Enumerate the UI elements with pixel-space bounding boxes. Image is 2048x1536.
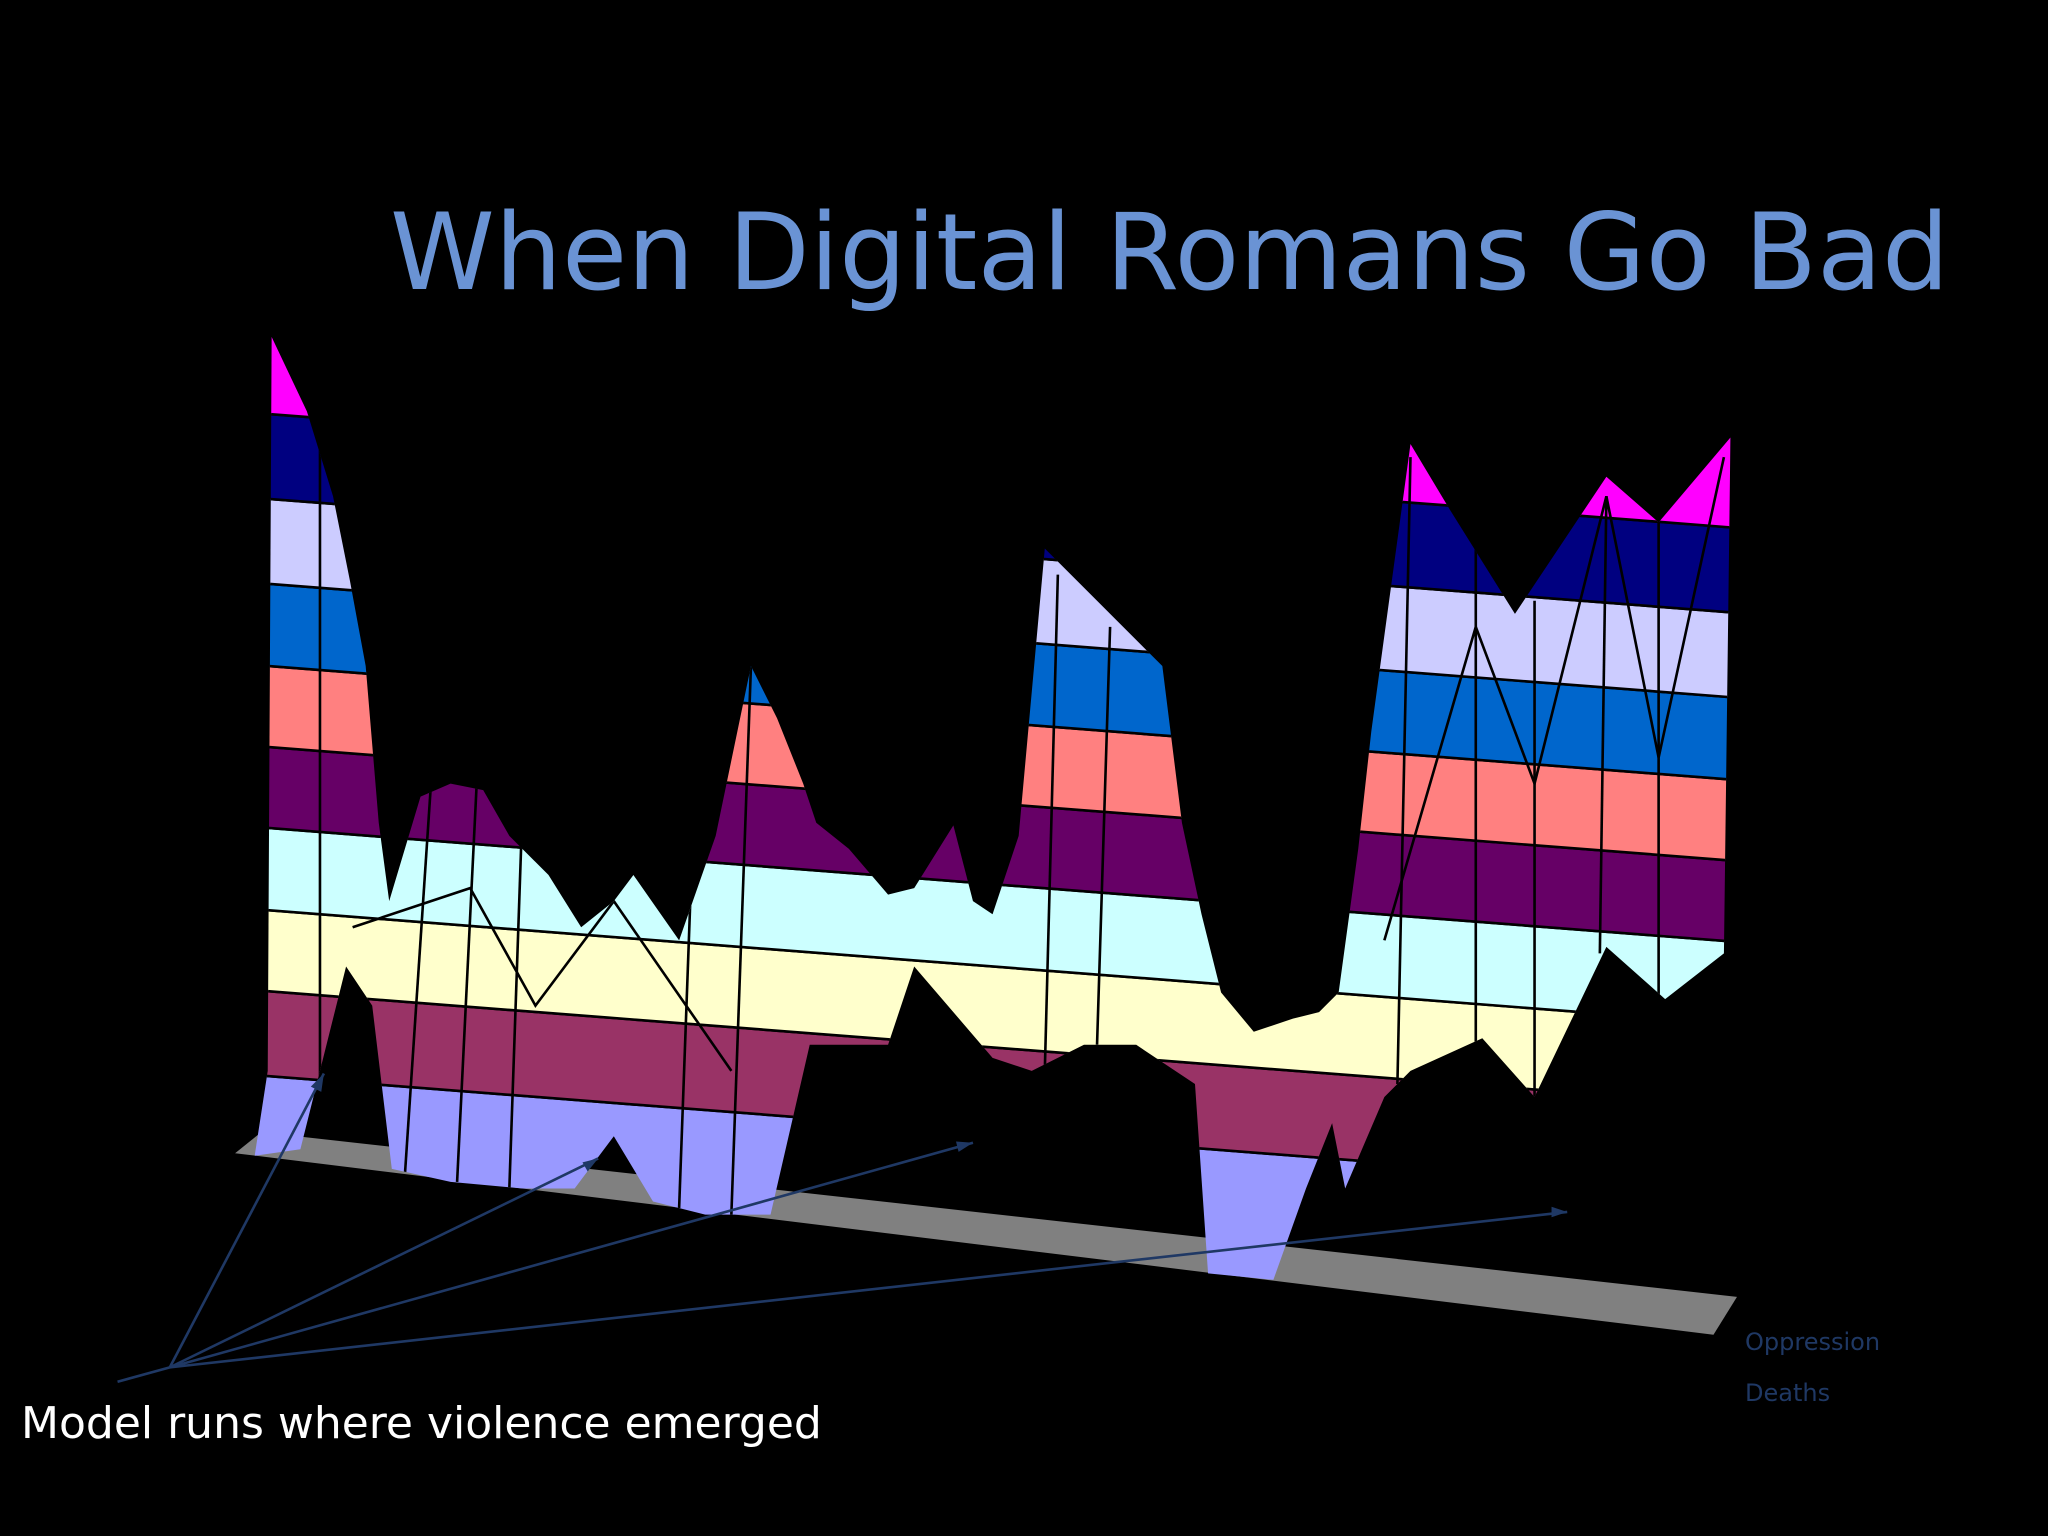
floor xyxy=(235,1132,1737,1335)
plot-graphic xyxy=(117,336,1737,1384)
caption: Model runs where violence emerged xyxy=(21,1398,822,1449)
legend-label: Deaths xyxy=(1745,1379,1831,1407)
slide-title: When Digital Romans Go Bad xyxy=(390,191,1950,314)
legend-label: Oppression xyxy=(1745,1328,1881,1356)
annotation-arrows xyxy=(117,1072,1568,1384)
